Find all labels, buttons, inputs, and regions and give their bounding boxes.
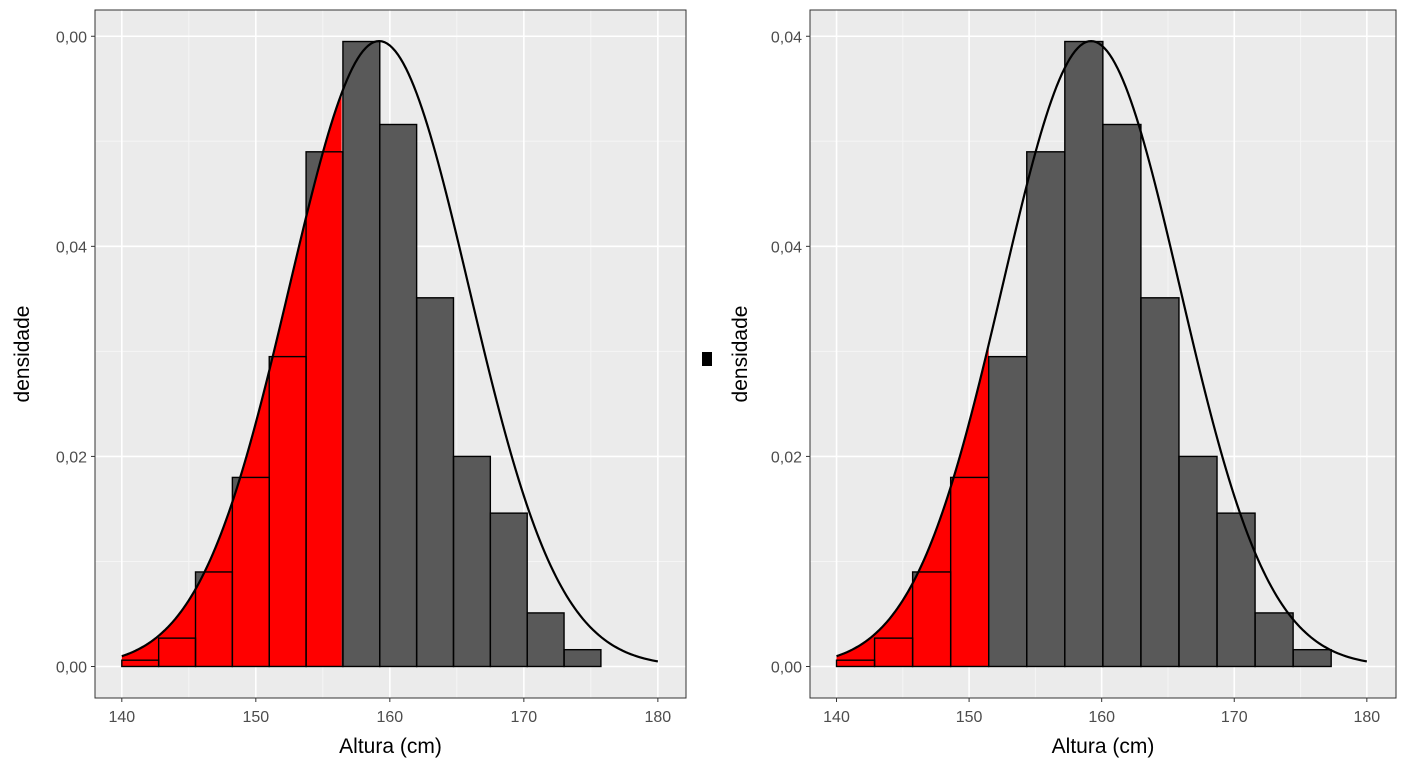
y-tick-label: 0,00 [771, 659, 802, 676]
bar-outline [526, 612, 565, 668]
x-tick-label: 160 [376, 709, 403, 726]
y-tick-label: 0,02 [771, 449, 802, 466]
bar-outline [489, 512, 528, 668]
bar [1178, 456, 1218, 667]
bar [564, 649, 601, 667]
bar [527, 612, 565, 667]
bar [988, 356, 1027, 667]
bar [1255, 612, 1294, 667]
bar [1293, 649, 1332, 667]
x-axis-title: Altura (cm) [339, 735, 442, 758]
bar [490, 513, 528, 667]
x-tick-label: 140 [823, 709, 850, 726]
y-tick-label: 0,00 [56, 659, 87, 676]
y-axis-title: densidade [11, 306, 34, 403]
x-tick-label: 170 [1221, 709, 1248, 726]
y-axis-title: densidade [729, 306, 752, 403]
bar [1102, 124, 1141, 667]
bar [342, 41, 380, 667]
bar [416, 297, 454, 667]
bar [453, 456, 491, 667]
y-tick-label: 0,04 [771, 29, 802, 46]
plot-border [809, 9, 1397, 699]
bar [1026, 151, 1065, 667]
y-tick-label: 0,02 [56, 449, 87, 466]
bar-outline [563, 648, 602, 668]
x-tick-label: 150 [242, 709, 269, 726]
bar-outline [1216, 512, 1256, 668]
bar [1064, 41, 1103, 667]
x-tick-label: 180 [645, 709, 672, 726]
x-tick-label: 150 [956, 709, 983, 726]
marker [702, 352, 712, 366]
shaded-area [121, 93, 342, 667]
bar-outline [1254, 612, 1294, 668]
bar [1140, 297, 1179, 667]
bar [379, 124, 417, 667]
y-tick-label: 0,00 [56, 29, 87, 46]
x-tick-label: 160 [1088, 709, 1115, 726]
density-curve [121, 39, 659, 663]
x-tick-label: 180 [1353, 709, 1380, 726]
x-tick-label: 170 [510, 709, 537, 726]
x-axis-title: Altura (cm) [1052, 735, 1155, 758]
density-curve [836, 39, 1368, 663]
bar-outline [1292, 648, 1332, 668]
y-tick-label: 0,04 [56, 239, 87, 256]
plot-border [94, 9, 687, 699]
x-tick-label: 140 [108, 709, 135, 726]
y-tick-label: 0,04 [771, 239, 802, 256]
